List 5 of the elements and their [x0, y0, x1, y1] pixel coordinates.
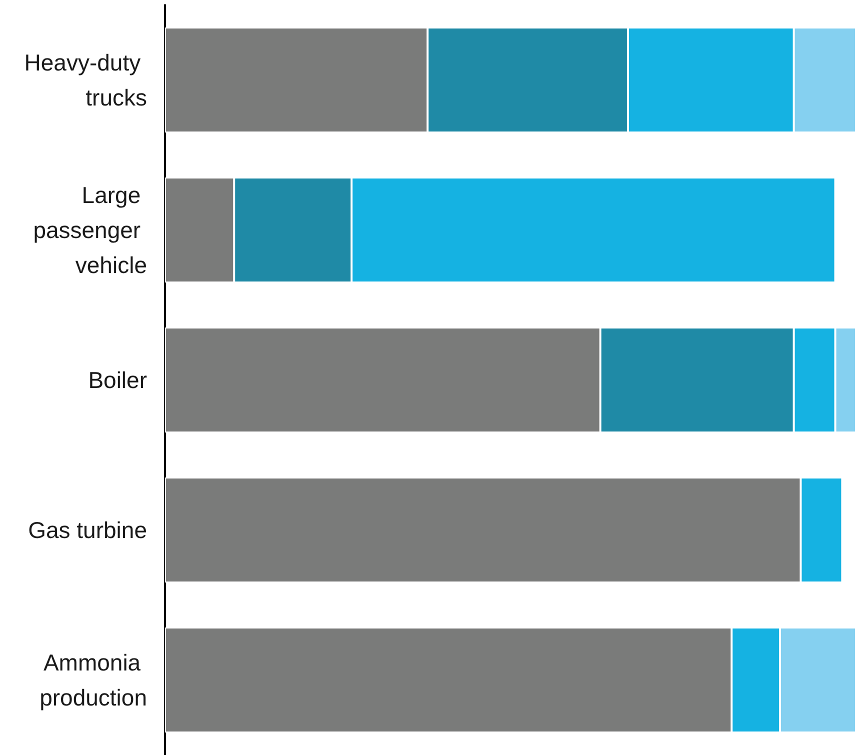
y-tick-label: Gas turbine	[28, 517, 147, 543]
y-tick-label: Ammonia production	[40, 650, 147, 710]
y-tick-label: Heavy-duty trucks	[24, 50, 147, 110]
y-tick-label: Large passenger vehicle	[33, 182, 147, 278]
y-tick-label: Boiler	[88, 367, 148, 393]
